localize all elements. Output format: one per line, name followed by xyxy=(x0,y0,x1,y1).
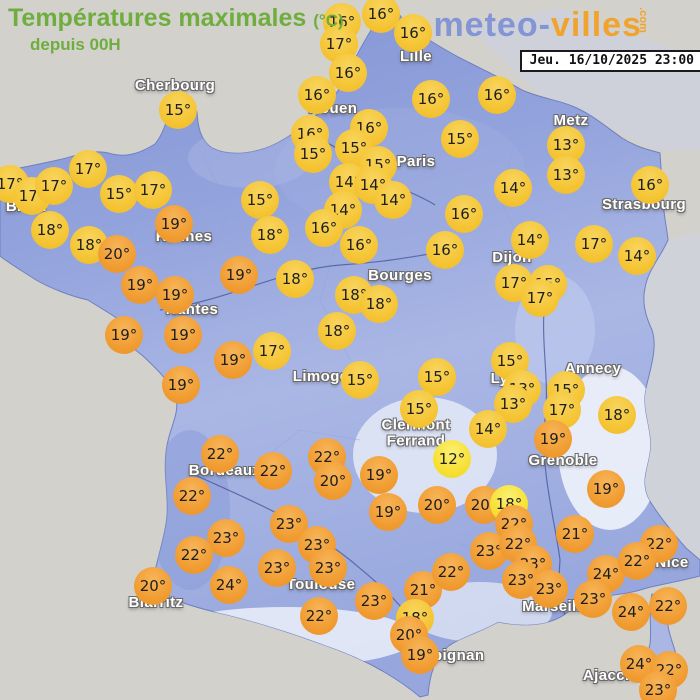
temp-bubble[interactable]: 15° xyxy=(100,175,138,213)
temp-bubble[interactable]: 19° xyxy=(162,366,200,404)
city-label: Lille xyxy=(399,48,433,66)
temp-bubble[interactable]: 23° xyxy=(309,549,347,587)
temp-bubble[interactable]: 22° xyxy=(173,477,211,515)
page-subtitle: depuis 00H xyxy=(30,35,121,54)
city-label: Annecy xyxy=(564,360,622,378)
temp-bubble[interactable]: 18° xyxy=(598,396,636,434)
temp-bubble[interactable]: 16° xyxy=(362,0,400,33)
temp-bubble[interactable]: 24° xyxy=(612,593,650,631)
temp-bubble[interactable]: 17° xyxy=(575,225,613,263)
temp-bubble[interactable]: 17° xyxy=(521,279,559,317)
temp-bubble[interactable]: 14° xyxy=(374,181,412,219)
city-label: Cherbourg xyxy=(134,77,216,95)
temp-bubble[interactable]: 22° xyxy=(254,452,292,490)
temp-bubble[interactable]: 19° xyxy=(105,316,143,354)
temp-bubble[interactable]: 19° xyxy=(360,456,398,494)
temp-bubble[interactable]: 18° xyxy=(318,312,356,350)
temp-bubble[interactable]: 12° xyxy=(433,440,471,478)
temp-bubble[interactable]: 15° xyxy=(341,361,379,399)
city-label: Bourges xyxy=(368,267,432,285)
temp-bubble[interactable]: 17° xyxy=(69,150,107,188)
temp-bubble[interactable]: 15° xyxy=(294,135,332,173)
temp-bubble[interactable]: 16° xyxy=(305,209,343,247)
temp-bubble[interactable]: 22° xyxy=(300,597,338,635)
temp-bubble[interactable]: 22° xyxy=(432,553,470,591)
temp-bubble[interactable]: 16° xyxy=(298,76,336,114)
city-label: Limoges xyxy=(292,368,358,386)
temp-bubble[interactable]: 22° xyxy=(175,536,213,574)
temp-bubble[interactable]: 19° xyxy=(214,341,252,379)
temp-bubble[interactable]: 24° xyxy=(210,566,248,604)
datetime-box: Jeu. 16/10/2025 23:00 xyxy=(519,50,700,72)
temp-bubble[interactable]: 14° xyxy=(511,221,549,259)
temp-bubble[interactable]: 23° xyxy=(639,671,677,700)
temp-bubble[interactable]: 16° xyxy=(478,76,516,114)
meteo-villes-logo[interactable]: meteo-villes xyxy=(433,6,642,45)
temp-bubble[interactable]: 23° xyxy=(258,549,296,587)
temp-bubble[interactable]: 15° xyxy=(241,181,279,219)
temp-bubble[interactable]: 15° xyxy=(418,358,456,396)
page-title: Températures maximales (°C) xyxy=(8,4,344,33)
temp-bubble[interactable]: 23° xyxy=(530,570,568,608)
temp-bubble[interactable]: 22° xyxy=(201,435,239,473)
temp-bubble[interactable]: 16° xyxy=(631,166,669,204)
temp-bubble[interactable]: 21° xyxy=(556,515,594,553)
temp-bubble[interactable]: 19° xyxy=(121,266,159,304)
temp-bubble[interactable]: 18° xyxy=(360,285,398,323)
page-title-unit: (°C) xyxy=(313,11,344,30)
temp-bubble[interactable]: 16° xyxy=(412,80,450,118)
temp-bubble[interactable]: 13° xyxy=(547,156,585,194)
temp-bubble[interactable]: 19° xyxy=(164,316,202,354)
temp-bubble[interactable]: 19° xyxy=(401,636,439,674)
temp-bubble[interactable]: 19° xyxy=(369,493,407,531)
temp-bubble[interactable]: 23° xyxy=(207,519,245,557)
temp-bubble[interactable]: 20° xyxy=(314,462,352,500)
temp-bubble[interactable]: 17° xyxy=(35,167,73,205)
title-block: Températures maximales (°C) depuis 00H xyxy=(8,4,344,55)
temp-bubble[interactable]: 17° xyxy=(134,171,172,209)
temp-bubble[interactable]: 18° xyxy=(276,260,314,298)
temp-bubble[interactable]: 22° xyxy=(618,542,656,580)
temp-bubble[interactable]: 15° xyxy=(400,390,438,428)
city-label: Grenoble xyxy=(528,452,598,470)
logo-part-orange: villes xyxy=(550,6,642,44)
temp-bubble[interactable]: 18° xyxy=(251,216,289,254)
city-label: Strasbourg xyxy=(601,196,687,214)
temp-bubble[interactable]: 19° xyxy=(587,470,625,508)
temp-bubble[interactable]: 22° xyxy=(308,438,346,476)
temp-bubble[interactable]: 20° xyxy=(418,486,456,524)
temp-bubble[interactable]: 19° xyxy=(534,420,572,458)
temp-bubble[interactable]: 23° xyxy=(574,580,612,618)
temp-bubble[interactable]: 22° xyxy=(649,587,687,625)
logo-com-suffix: .com xyxy=(637,7,650,33)
temp-bubble[interactable]: 16° xyxy=(445,195,483,233)
temp-bubble[interactable]: 14° xyxy=(469,410,507,448)
temp-bubble[interactable]: 18° xyxy=(31,211,69,249)
temp-bubble[interactable]: 15° xyxy=(441,120,479,158)
city-label: Metz xyxy=(553,112,589,130)
temp-bubble[interactable]: 20° xyxy=(134,567,172,605)
neighbor-region-northeast xyxy=(470,8,700,150)
temp-bubble[interactable]: 19° xyxy=(155,205,193,243)
temp-bubble[interactable]: 16° xyxy=(340,226,378,264)
temp-bubble[interactable]: 16° xyxy=(394,14,432,52)
temp-bubble[interactable]: 17° xyxy=(253,332,291,370)
temp-bubble[interactable]: 16° xyxy=(426,231,464,269)
temp-bubble[interactable]: 19° xyxy=(220,256,258,294)
temp-bubble[interactable]: 15° xyxy=(159,91,197,129)
neighbor-region-east xyxy=(643,232,700,556)
logo-part-blue: meteo- xyxy=(433,6,551,44)
temp-bubble[interactable]: 16° xyxy=(329,54,367,92)
temp-bubble[interactable]: 19° xyxy=(156,276,194,314)
page-title-text: Températures maximales xyxy=(8,4,307,32)
city-label: Paris xyxy=(396,153,436,171)
temp-bubble[interactable]: 14° xyxy=(618,237,656,275)
temp-bubble[interactable]: 20° xyxy=(98,235,136,273)
temp-bubble[interactable]: 23° xyxy=(355,582,393,620)
temp-bubble[interactable]: 14° xyxy=(494,169,532,207)
